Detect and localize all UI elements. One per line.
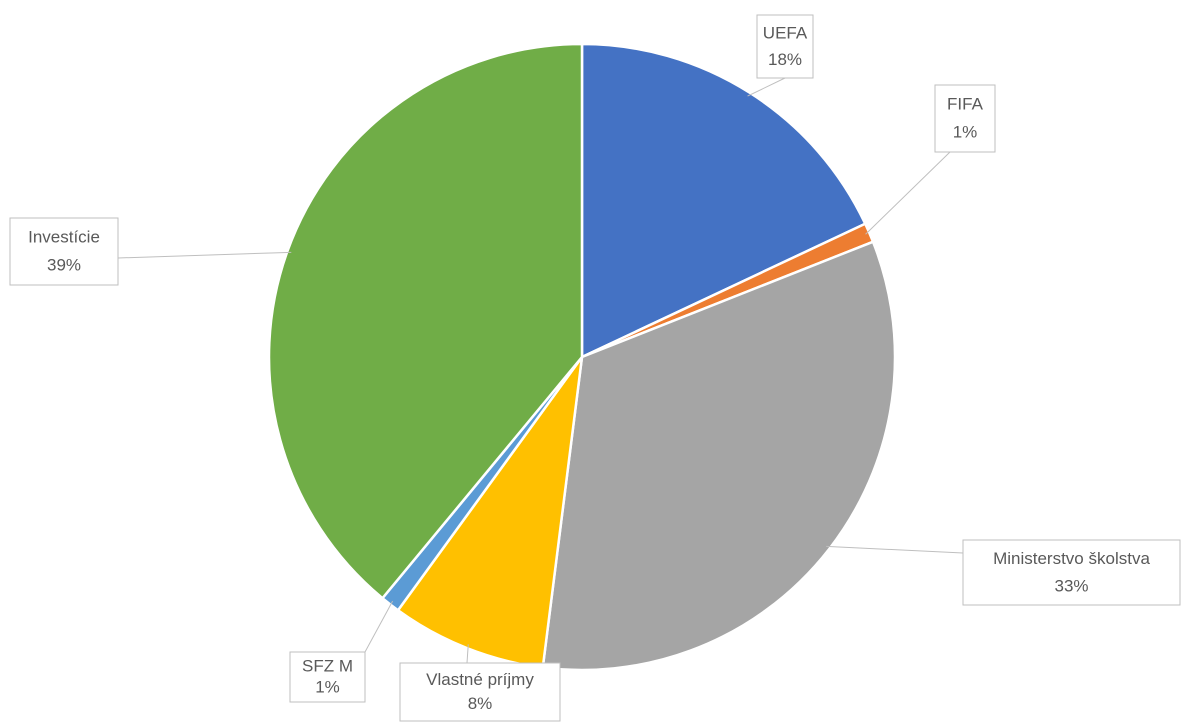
leader-line xyxy=(117,251,292,259)
label-box xyxy=(934,84,996,153)
label-box xyxy=(9,217,119,286)
slice-value-label: 8% xyxy=(468,694,493,713)
label-box xyxy=(756,14,814,79)
slice-value-label: 39% xyxy=(47,256,81,275)
pie-slice xyxy=(541,240,897,672)
slice-label: UEFA xyxy=(763,23,808,42)
label-box xyxy=(962,539,1181,606)
label-box xyxy=(399,662,561,722)
leader-line xyxy=(364,600,394,653)
slice-value-label: 1% xyxy=(315,677,340,696)
leader-line xyxy=(466,644,469,664)
slice-label: Investície xyxy=(28,228,100,247)
pie-slice xyxy=(580,42,867,359)
leader-line xyxy=(826,545,964,554)
leader-line xyxy=(865,151,951,235)
slice-value-label: 1% xyxy=(953,123,978,142)
leader-line xyxy=(747,77,786,97)
slice-label: FIFA xyxy=(947,95,984,114)
label-box xyxy=(289,651,366,703)
slice-label: SFZ M xyxy=(302,656,353,675)
slice-value-label: 18% xyxy=(768,50,802,69)
pie-slice xyxy=(267,42,584,600)
slice-label: Vlastné príjmy xyxy=(426,670,534,689)
slice-label: Ministerstvo školstva xyxy=(993,549,1150,568)
slice-value-label: 33% xyxy=(1054,576,1088,595)
